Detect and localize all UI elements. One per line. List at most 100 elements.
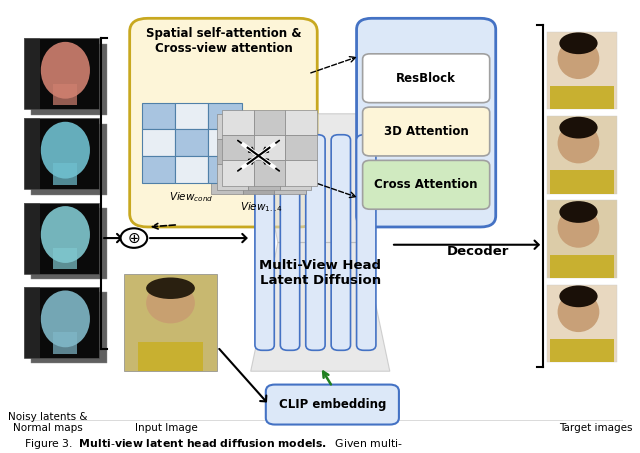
Ellipse shape	[559, 285, 598, 307]
Text: ResBlock: ResBlock	[396, 72, 456, 85]
Bar	[243, 118, 275, 143]
Bar	[209, 156, 242, 183]
FancyBboxPatch shape	[24, 118, 40, 189]
Bar	[209, 103, 242, 129]
FancyBboxPatch shape	[24, 202, 40, 274]
FancyBboxPatch shape	[53, 83, 77, 105]
FancyBboxPatch shape	[547, 284, 617, 362]
Bar	[142, 103, 175, 129]
Bar	[280, 114, 311, 139]
Text: Spatial self-attention &
Cross-view attention: Spatial self-attention & Cross-view atte…	[146, 27, 301, 55]
FancyBboxPatch shape	[363, 107, 490, 156]
FancyBboxPatch shape	[356, 18, 496, 227]
FancyBboxPatch shape	[31, 43, 107, 115]
Bar	[253, 110, 285, 135]
FancyBboxPatch shape	[255, 135, 275, 350]
Bar	[142, 129, 175, 156]
FancyBboxPatch shape	[550, 170, 614, 194]
Ellipse shape	[41, 290, 90, 347]
Bar	[142, 156, 175, 183]
Bar	[248, 139, 280, 164]
Ellipse shape	[41, 122, 90, 178]
Text: Target images: Target images	[559, 424, 632, 434]
FancyBboxPatch shape	[547, 116, 617, 194]
Bar	[211, 143, 243, 169]
Ellipse shape	[41, 42, 90, 99]
Bar	[280, 164, 311, 190]
FancyBboxPatch shape	[31, 124, 107, 195]
FancyBboxPatch shape	[130, 18, 317, 227]
Ellipse shape	[559, 117, 598, 139]
Text: CLIP embedding: CLIP embedding	[278, 398, 386, 411]
FancyBboxPatch shape	[356, 135, 376, 350]
FancyBboxPatch shape	[550, 255, 614, 278]
Bar	[285, 160, 317, 186]
Ellipse shape	[41, 206, 90, 263]
FancyBboxPatch shape	[550, 339, 614, 362]
Bar	[275, 169, 306, 194]
Ellipse shape	[146, 282, 195, 323]
Text: 3D Attention: 3D Attention	[384, 125, 468, 138]
Ellipse shape	[557, 123, 599, 164]
Polygon shape	[251, 114, 390, 242]
Ellipse shape	[557, 292, 599, 332]
Bar	[209, 129, 242, 156]
Bar	[211, 169, 243, 194]
Ellipse shape	[557, 207, 599, 248]
FancyBboxPatch shape	[24, 39, 40, 109]
FancyBboxPatch shape	[53, 332, 77, 353]
Text: Figure 3.  $\mathbf{Multi\text{-}view\ latent\ head\ diffusion\ models.}$  Given: Figure 3. $\mathbf{Multi\text{-}view\ la…	[24, 437, 403, 451]
Bar	[211, 118, 243, 143]
Bar	[243, 169, 275, 194]
FancyBboxPatch shape	[24, 202, 99, 274]
Ellipse shape	[559, 201, 598, 223]
FancyBboxPatch shape	[138, 342, 204, 371]
Bar	[253, 160, 285, 186]
Bar	[248, 164, 280, 190]
Bar	[248, 114, 280, 139]
Ellipse shape	[146, 278, 195, 299]
Bar	[280, 139, 311, 164]
Circle shape	[120, 228, 147, 248]
Text: Decoder: Decoder	[446, 245, 509, 258]
FancyBboxPatch shape	[124, 274, 218, 371]
Text: Cross Attention: Cross Attention	[374, 178, 478, 191]
FancyBboxPatch shape	[280, 135, 300, 350]
FancyBboxPatch shape	[550, 86, 614, 109]
Text: $\oplus$: $\oplus$	[127, 231, 141, 246]
Bar	[222, 160, 253, 186]
FancyBboxPatch shape	[547, 32, 617, 109]
Text: Input Image: Input Image	[134, 424, 197, 434]
Bar	[243, 143, 275, 169]
Bar	[175, 103, 209, 129]
Bar	[217, 139, 248, 164]
Ellipse shape	[557, 39, 599, 79]
Text: $\mathit{View}_{cond}$: $\mathit{View}_{cond}$	[170, 191, 214, 204]
FancyBboxPatch shape	[306, 135, 325, 350]
Bar	[275, 143, 306, 169]
Bar	[222, 135, 253, 160]
FancyBboxPatch shape	[31, 292, 107, 363]
Bar	[175, 129, 209, 156]
FancyBboxPatch shape	[24, 287, 40, 358]
FancyBboxPatch shape	[547, 200, 617, 278]
FancyBboxPatch shape	[266, 385, 399, 424]
FancyBboxPatch shape	[363, 54, 490, 103]
FancyBboxPatch shape	[53, 248, 77, 269]
Bar	[285, 135, 317, 160]
FancyBboxPatch shape	[24, 287, 99, 358]
FancyBboxPatch shape	[24, 118, 99, 189]
Bar	[253, 135, 285, 160]
Polygon shape	[251, 242, 390, 371]
FancyBboxPatch shape	[24, 39, 99, 109]
FancyBboxPatch shape	[331, 135, 351, 350]
Ellipse shape	[559, 33, 598, 54]
Bar	[285, 110, 317, 135]
FancyBboxPatch shape	[363, 160, 490, 209]
Bar	[222, 110, 253, 135]
Text: Multi-View Head
Latent Diffusion: Multi-View Head Latent Diffusion	[259, 260, 381, 287]
Bar	[217, 114, 248, 139]
Bar	[217, 164, 248, 190]
FancyBboxPatch shape	[53, 164, 77, 185]
Text: $\mathit{View}_{1..4}$: $\mathit{View}_{1..4}$	[240, 200, 283, 214]
